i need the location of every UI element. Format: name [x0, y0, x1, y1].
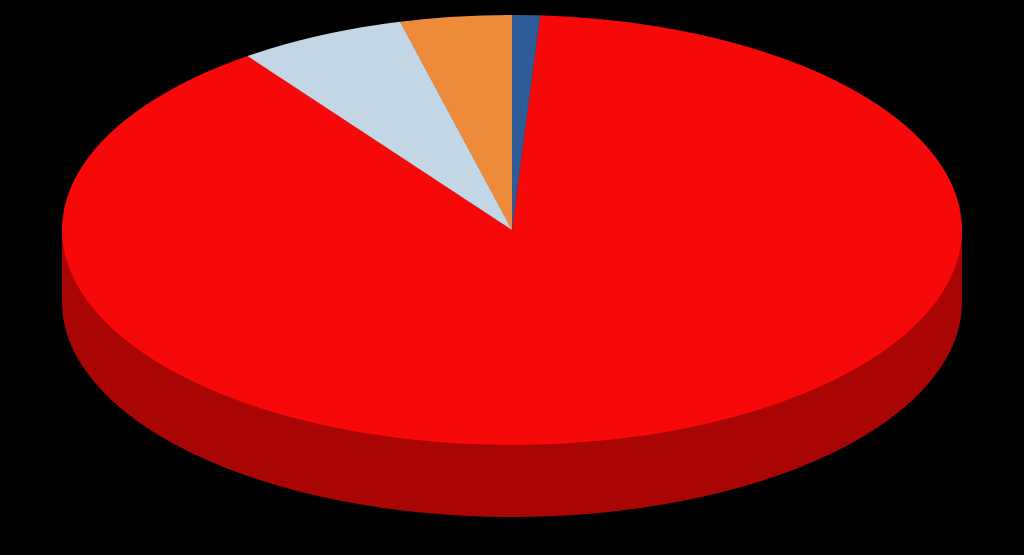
chart-container [0, 0, 1024, 555]
pie-chart [0, 0, 1024, 555]
